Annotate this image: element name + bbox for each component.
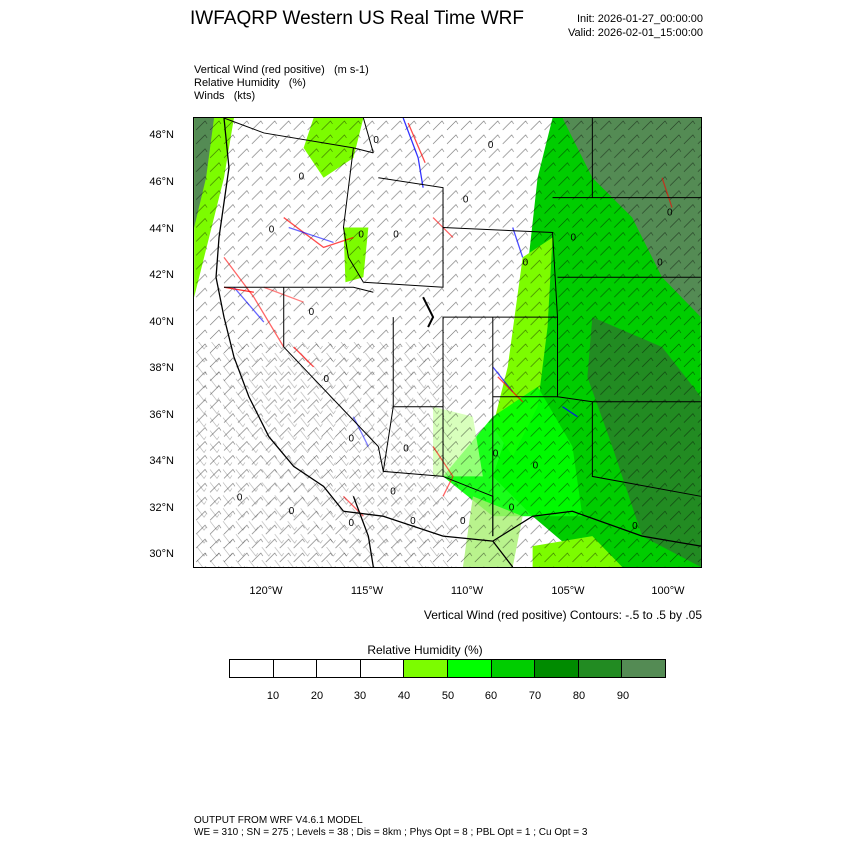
lat-label-34n: 34°N xyxy=(149,455,174,467)
lon-label-120w: 120°W xyxy=(249,585,283,597)
colorbar-label: 20 xyxy=(310,690,324,702)
contour-zero-label: 0 xyxy=(289,506,295,517)
map-panel: 0 0 0 0 0 0 0 0 0 0 0 0 0 0 0 0 0 0 0 0 … xyxy=(193,117,702,568)
colorbar-label: 50 xyxy=(441,690,455,702)
colorbar-cell xyxy=(404,660,448,677)
lat-label-44n: 44°N xyxy=(149,223,174,235)
colorbar-label: 10 xyxy=(266,690,280,702)
contour-zero-label: 0 xyxy=(237,492,243,503)
contour-zero-label: 0 xyxy=(373,135,379,146)
model-config: WE = 310 ; SN = 275 ; Levels = 38 ; Dis … xyxy=(194,827,588,838)
lat-label-40n: 40°N xyxy=(149,316,174,328)
field-name: Relative Humidity xyxy=(194,77,280,89)
lon-label-110w: 110°W xyxy=(450,585,484,597)
field-units: (m s-1) xyxy=(334,64,369,76)
lat-label-48n: 48°N xyxy=(149,129,174,141)
colorbar-cell xyxy=(230,660,274,677)
contour-zero-label: 0 xyxy=(358,229,364,240)
lat-label-38n: 38°N xyxy=(149,362,174,374)
lat-label-46n: 46°N xyxy=(149,176,174,188)
contour-zero-label: 0 xyxy=(393,229,399,240)
model-info: OUTPUT FROM WRF V4.6.1 MODEL xyxy=(194,815,363,826)
contour-zero-label: 0 xyxy=(348,518,354,529)
colorbar-cell xyxy=(447,660,492,677)
contour-zero-label: 0 xyxy=(463,195,469,206)
field-winds: Winds (kts) xyxy=(194,90,255,102)
colorbar-label: 80 xyxy=(572,690,586,702)
colorbar-cell xyxy=(622,660,665,677)
lon-label-115w: 115°W xyxy=(350,585,384,597)
contour-zero-label: 0 xyxy=(523,257,529,268)
contour-zero-label: 0 xyxy=(460,516,466,527)
contour-zero-label: 0 xyxy=(570,232,576,243)
field-name: Vertical Wind (red positive) xyxy=(194,64,325,76)
colorbar-cell xyxy=(535,660,579,677)
map-plot: 0 0 0 0 0 0 0 0 0 0 0 0 0 0 0 0 0 0 0 0 … xyxy=(194,118,701,567)
colorbar-cell xyxy=(317,660,361,677)
contour-zero-label: 0 xyxy=(403,444,409,455)
state-borders xyxy=(223,118,701,537)
colorbar-label: 40 xyxy=(397,690,411,702)
colorbar-cell xyxy=(578,660,623,677)
contour-zero-label: 0 xyxy=(390,486,396,497)
field-relative-humidity: Relative Humidity (%) xyxy=(194,77,306,89)
coastline xyxy=(215,118,701,567)
lat-label-32n: 32°N xyxy=(149,502,174,514)
contour-zero-label: 0 xyxy=(493,448,499,459)
colorbar-cell xyxy=(360,660,405,677)
contour-note: Vertical Wind (red positive) Contours: -… xyxy=(423,608,702,622)
colorbar-title: Relative Humidity (%) xyxy=(367,643,483,657)
lon-label-100w: 100°W xyxy=(651,585,685,597)
colorbar-label: 30 xyxy=(353,690,367,702)
field-vertical-wind: Vertical Wind (red positive) (m s-1) xyxy=(194,64,369,76)
colorbar-label: 60 xyxy=(484,690,498,702)
lat-label-30n: 30°N xyxy=(149,548,174,560)
colorbar xyxy=(229,659,666,678)
colorbar-cell xyxy=(491,660,536,677)
init-time: Init: 2026-01-27_00:00:00 xyxy=(577,13,703,25)
plot-title: IWFAQRP Western US Real Time WRF xyxy=(190,8,524,29)
contour-zero-label: 0 xyxy=(657,257,663,268)
contour-zero-label: 0 xyxy=(269,224,275,235)
contour-zero-label: 0 xyxy=(667,208,673,219)
contour-labels: 0 0 0 0 0 0 0 0 0 0 0 0 0 0 0 0 0 0 0 0 … xyxy=(237,135,673,532)
wind-barbs-south xyxy=(194,342,453,567)
field-units: (%) xyxy=(288,77,306,89)
contour-zero-label: 0 xyxy=(309,307,315,318)
lon-label-105w: 105°W xyxy=(551,585,585,597)
contour-zero-label: 0 xyxy=(509,502,515,513)
lat-label-42n: 42°N xyxy=(149,269,174,281)
contour-zero-label: 0 xyxy=(299,172,305,183)
colorbar-cell xyxy=(273,660,318,677)
field-units: (kts) xyxy=(233,90,256,102)
contour-zero-label: 0 xyxy=(348,434,354,445)
colorbar-label: 90 xyxy=(616,690,630,702)
valid-time: Valid: 2026-02-01_15:00:00 xyxy=(568,27,703,39)
contour-zero-label: 0 xyxy=(324,374,330,385)
colorbar-label: 70 xyxy=(528,690,542,702)
field-name: Winds xyxy=(194,90,225,102)
contour-zero-label: 0 xyxy=(488,140,494,151)
contour-zero-label: 0 xyxy=(632,521,638,532)
lat-label-36n: 36°N xyxy=(149,409,174,421)
contour-zero-label: 0 xyxy=(410,516,416,527)
contour-zero-label: 0 xyxy=(533,460,539,471)
